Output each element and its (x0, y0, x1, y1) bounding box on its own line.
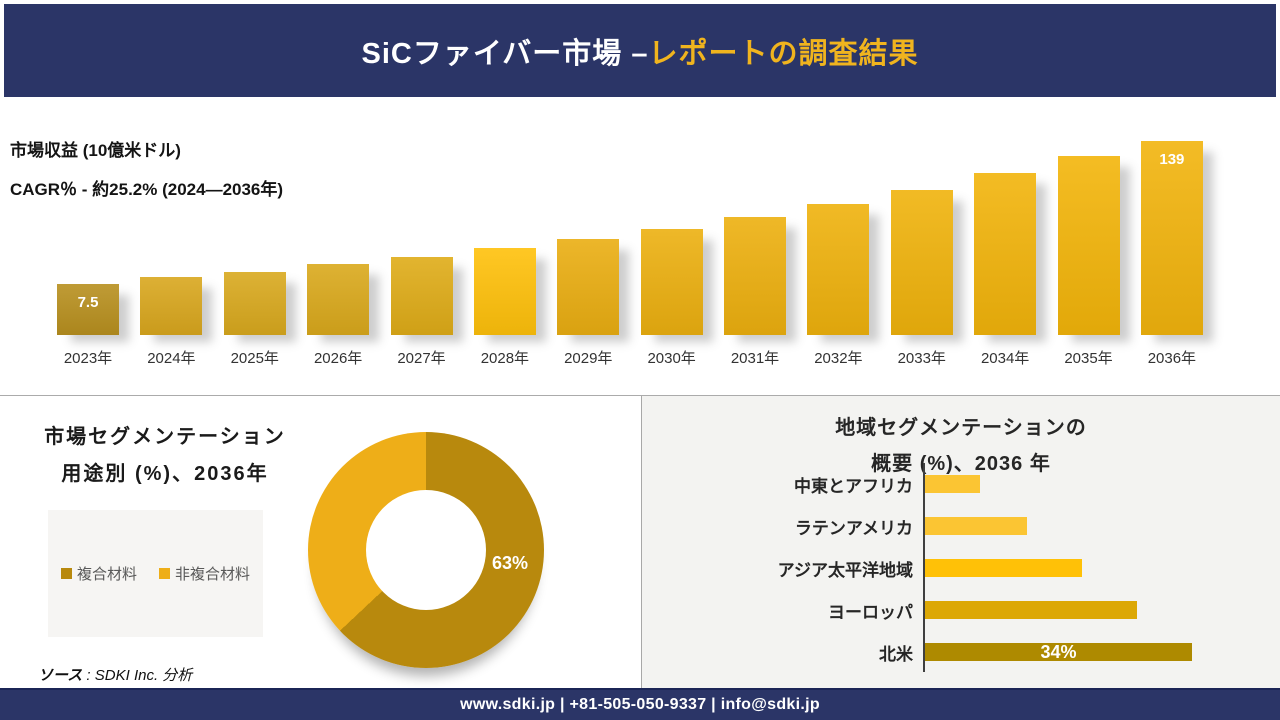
bar-value-label: 139 (1159, 151, 1185, 168)
region-bar-chart: 中東とアフリカ ラテンアメリカアジア太平洋地域ヨーロッパ北米 34% (642, 463, 1280, 672)
revenue-x-axis-labels: 2023年 2024年 2025年 2026年 2027年 2028年 2029年 2030年… (57, 347, 1203, 368)
header-banner: SiCファイバー市場 –レポートの調査結果 (4, 4, 1276, 97)
x-axis-label: 2035年 (1064, 350, 1113, 367)
region-label: ラテンアメリカ (794, 518, 913, 538)
revenue-bar-2025年 (223, 272, 286, 335)
region-bar: 34% (925, 641, 1192, 662)
revenue-bar-2035年 (1057, 156, 1120, 335)
revenue-bar-2029年 (557, 239, 620, 335)
x-axis-label: 2028年 (480, 350, 530, 367)
region-row-北米: 北米 34% (642, 641, 1280, 664)
region-rows: 中東とアフリカ ラテンアメリカアジア太平洋地域ヨーロッパ北米 34% (642, 475, 1280, 685)
legend-swatch (60, 568, 72, 579)
legend-swatch (159, 568, 170, 579)
source-prefix: ソース (38, 667, 83, 684)
footer-contact-text: www.sdki.jp | +81-505-050-9337 | info@sd… (460, 696, 820, 713)
revenue-bar-2036年: 139 (1140, 141, 1203, 335)
x-axis-label: 2032年 (814, 350, 863, 367)
revenue-metric-label: 市場収益 (10億米ドル) (10, 141, 181, 160)
legend-label: 複合材料 (76, 566, 137, 583)
x-axis-label: 2036年 (1147, 350, 1197, 367)
region-y-axis (923, 463, 925, 672)
donut-chart (308, 432, 544, 668)
section-divider (0, 395, 1280, 396)
region-label: 中東とアフリカ (794, 476, 913, 496)
page-title-accent: レポートの調査結果 (648, 37, 919, 70)
page-title-main: SiCファイバー市場 – (361, 37, 649, 70)
page-title: SiCファイバー市場 –レポートの調査結果 (362, 30, 919, 72)
revenue-bar-2034年 (974, 173, 1037, 335)
region-row-中東とアフリカ: 中東とアフリカ (642, 475, 1280, 496)
x-axis-label: 2025年 (230, 350, 279, 367)
footer-banner: www.sdki.jp | +81-505-050-9337 | info@sd… (0, 688, 1280, 720)
segmentation-title-line2: 用途別 (%)、2036年 (61, 463, 269, 485)
region-value-label: 34% (1040, 641, 1077, 662)
donut-value-label: 63% (492, 553, 529, 573)
revenue-bar-2027年 (390, 257, 453, 335)
region-bar (925, 601, 1137, 619)
revenue-bar-2033年 (890, 190, 953, 335)
x-axis-label: 2029年 (564, 350, 613, 367)
region-row-ヨーロッパ: ヨーロッパ (642, 601, 1280, 622)
x-axis-label: 2034年 (980, 350, 1030, 367)
revenue-bar-2023年: 7.5 (57, 284, 119, 335)
legend-item-非複合材料: 非複合材料 (159, 563, 250, 584)
legend-label: 非複合材料 (175, 566, 251, 583)
donut-legend: 複合材料 非複合材料 (60, 563, 250, 584)
x-axis-label: 2026年 (313, 350, 363, 367)
region-label: アジア太平洋地域 (777, 560, 913, 580)
source-rest: : SDKI Inc. 分析 (82, 667, 193, 684)
x-axis-label: 2027年 (397, 350, 446, 367)
revenue-bar-2031年 (724, 217, 786, 335)
revenue-bar-2028年 (473, 248, 536, 335)
x-axis-label: 2031年 (730, 350, 780, 367)
revenue-bar-2030年 (640, 229, 703, 335)
region-bar (925, 475, 980, 493)
region-label: 北米 (879, 644, 913, 664)
revenue-bar-chart: 7.5 139 (57, 141, 1203, 335)
x-axis-label: 2030年 (647, 350, 696, 367)
region-title: 地域セグメンテーションの 概要 (%)、2036 年 (642, 410, 1280, 482)
legend-item-複合材料: 複合材料 (60, 563, 137, 584)
revenue-bar-2032年 (807, 204, 870, 335)
bar-value-label: 7.5 (77, 294, 99, 311)
source-note: ソース : SDKI Inc. 分析 (38, 664, 192, 685)
region-bar (925, 559, 1082, 577)
region-panel: 地域セグメンテーションの 概要 (%)、2036 年 中東とアフリカ ラテンアメリ… (641, 396, 1280, 688)
revenue-bar-2024年 (140, 277, 203, 335)
x-axis-label: 2023年 (63, 350, 113, 367)
region-row-アジア太平洋地域: アジア太平洋地域 (642, 559, 1280, 580)
donut-legend-panel: 複合材料 非複合材料 (48, 510, 263, 637)
region-title-line1: 地域セグメンテーションの (835, 417, 1087, 439)
region-label: ヨーロッパ (828, 602, 913, 622)
segmentation-title-line1: 市場セグメンテーション (44, 426, 286, 448)
region-bar (925, 517, 1027, 535)
cagr-label: CAGR％ - 約25.2% (2024―2036年) (10, 180, 284, 199)
region-title-line2: 概要 (%)、2036 年 (871, 453, 1051, 475)
revenue-bar-2026年 (307, 264, 370, 335)
x-axis-label: 2024年 (147, 350, 196, 367)
x-axis-label: 2033年 (897, 350, 946, 367)
region-row-ラテンアメリカ: ラテンアメリカ (642, 517, 1280, 538)
segmentation-title: 市場セグメンテーション 用途別 (%)、2036年 (20, 419, 310, 493)
